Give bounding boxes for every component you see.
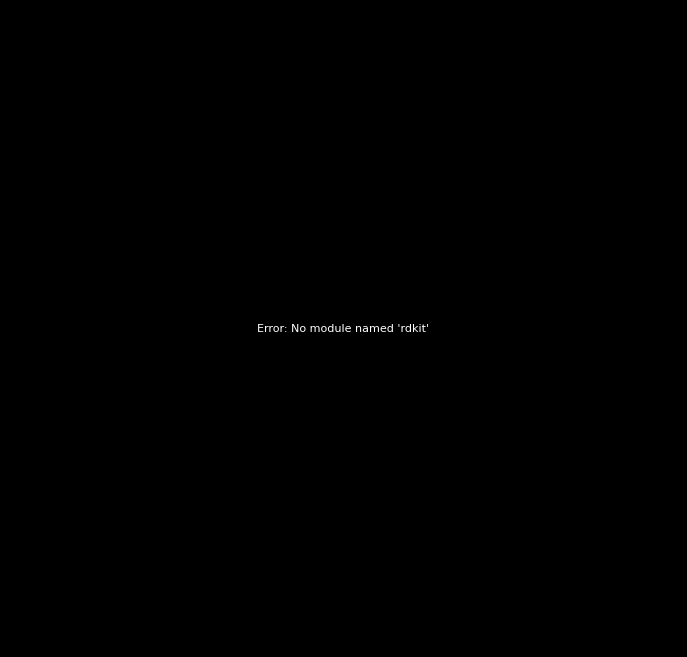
Text: Error: No module named 'rdkit': Error: No module named 'rdkit' [258,323,429,334]
